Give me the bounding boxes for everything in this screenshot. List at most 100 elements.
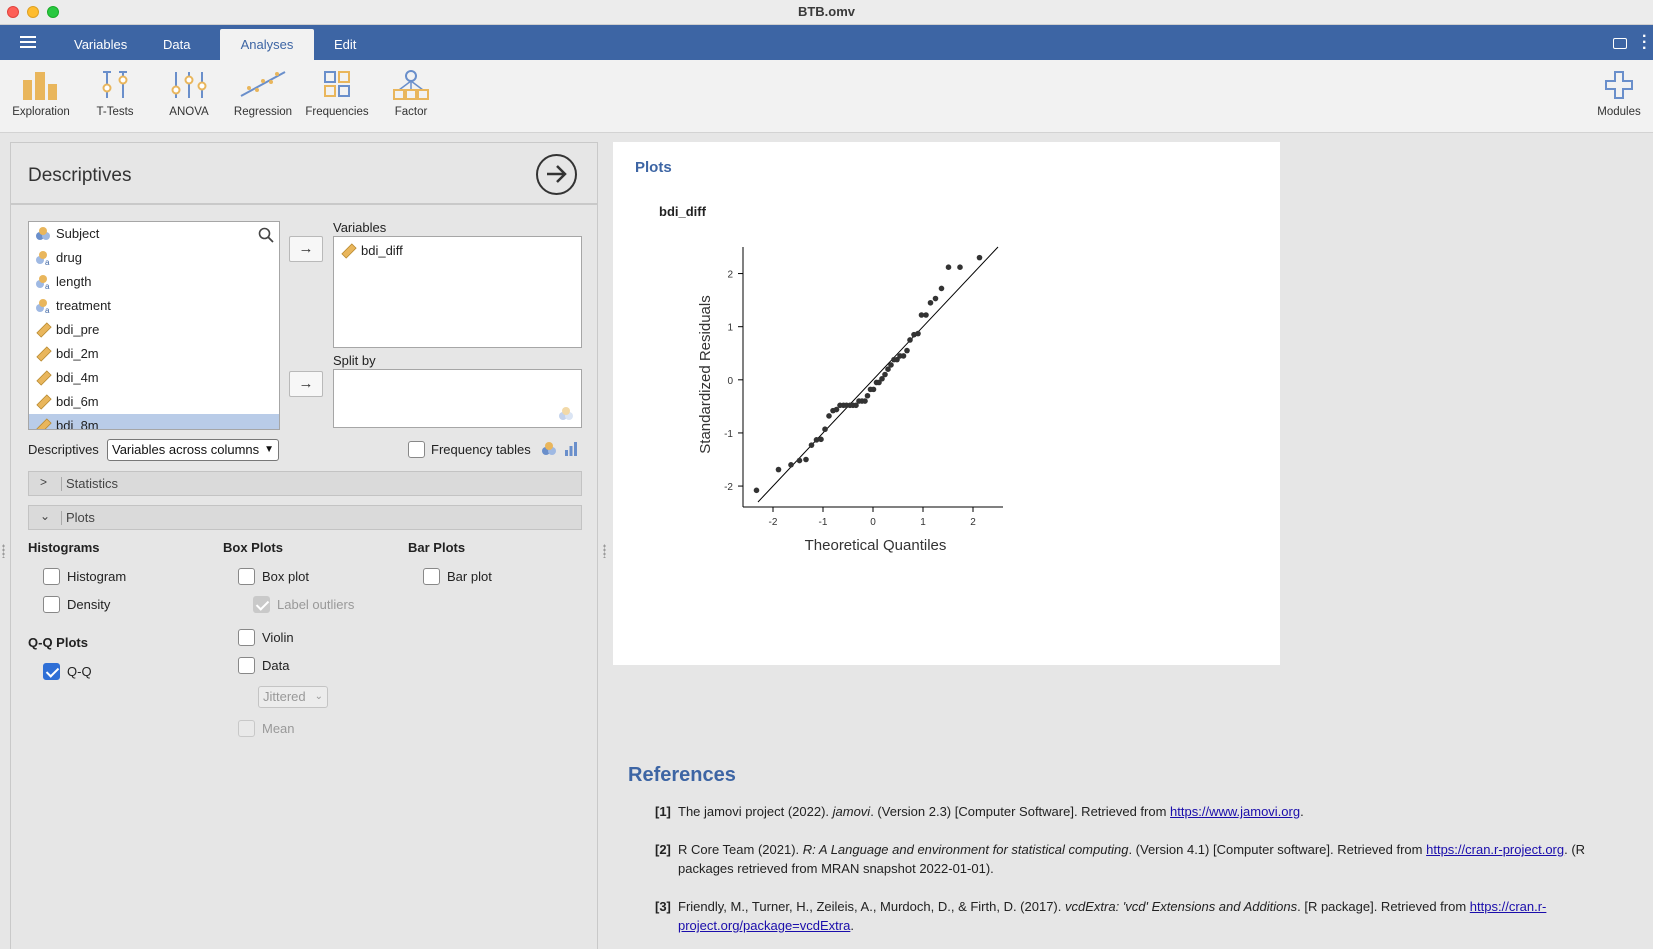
data-point [918, 312, 925, 318]
boxplots-group-title: Box Plots [223, 540, 283, 555]
splitby-target-label: Split by [333, 353, 376, 368]
tab-data[interactable]: Data [163, 37, 191, 52]
window-minimize-button[interactable] [27, 6, 39, 18]
variable-item-subject[interactable]: Subject [29, 222, 279, 246]
reference-tail: . [1300, 804, 1304, 819]
anova-button[interactable]: ANOVA [154, 68, 224, 118]
variable-item-length[interactable]: a length [29, 270, 279, 294]
data-point [882, 371, 888, 378]
bar-plot-checkbox[interactable] [423, 568, 440, 585]
nominal-variable-icon [559, 407, 573, 420]
reference-details: . (Version 2.3) [Computer Software]. Ret… [870, 804, 1171, 819]
center-splitter-handle[interactable] [603, 544, 606, 558]
ruler-icon [36, 346, 52, 362]
modules-button[interactable]: Modules [1584, 68, 1653, 118]
move-to-variables-button[interactable]: → [289, 236, 323, 262]
analysis-title: Descriptives [28, 165, 132, 186]
svg-text:a: a [45, 306, 50, 314]
data-point [803, 456, 809, 463]
reference-authors: Friendly, M., Turner, H., Zeileis, A., M… [678, 899, 1065, 914]
anova-label: ANOVA [169, 106, 209, 118]
plots-section-header[interactable]: ⌄ Plots [28, 505, 582, 530]
density-checkbox[interactable] [43, 596, 60, 613]
data-point [879, 375, 885, 382]
frequency-tables-checkbox[interactable] [408, 441, 425, 458]
exploration-label: Exploration [12, 106, 70, 118]
reference-tail: . (R packages retrieved from MRAN snapsh… [678, 842, 1586, 876]
exploration-button[interactable]: Exploration [6, 68, 76, 118]
box-plot-checkbox[interactable] [238, 568, 255, 585]
data-point [826, 413, 832, 419]
x-ticks: -2 -1 0 1 2 [769, 507, 976, 528]
mode-toggle-icon[interactable] [1613, 38, 1627, 49]
tab-variables[interactable]: Variables [74, 37, 128, 52]
y-tick-label: -1 [724, 429, 733, 440]
data-point [788, 462, 794, 468]
reference-text: The jamovi project (2022). jamovi. (Vers… [678, 802, 1598, 821]
variable-item-drug[interactable]: a drug [29, 246, 279, 270]
bar-plot-label: Bar plot [447, 569, 492, 584]
plots-heading: Plots [635, 159, 672, 176]
regression-label: Regression [233, 106, 293, 118]
source-variable-list[interactable]: Subject a drug a length a treatment bdi_… [28, 221, 280, 430]
data-point [923, 312, 929, 318]
reference-link[interactable]: https://cran.r-project.org/package=vcdEx… [678, 899, 1547, 933]
variables-target-list[interactable]: bdi_diff [333, 236, 582, 348]
variable-item-bdi-8m[interactable]: bdi_8m [29, 414, 279, 429]
qq-plot-chart: -2 -1 0 1 2 -2 -1 0 1 2 Theoretical Quantiles St… [697, 246, 1003, 554]
ttests-button[interactable]: T-Tests [80, 68, 150, 118]
variable-item-treatment[interactable]: a treatment [29, 294, 279, 318]
statistics-section-header[interactable]: > Statistics [28, 471, 582, 496]
variable-name: treatment [56, 298, 111, 313]
qq-group-title: Q-Q Plots [28, 635, 88, 650]
splitby-target-list[interactable] [333, 369, 582, 428]
regression-button[interactable]: Regression [228, 68, 298, 118]
mean-checkbox[interactable] [238, 720, 255, 737]
move-to-splitby-button[interactable]: → [289, 371, 323, 397]
tab-edit[interactable]: Edit [334, 37, 357, 52]
data-point [900, 353, 907, 359]
y-tick-label: 0 [727, 376, 733, 387]
data-checkbox[interactable] [238, 657, 255, 674]
violin-checkbox[interactable] [238, 629, 255, 646]
frequencies-button[interactable]: Frequencies [302, 68, 372, 118]
variable-item-bdi-6m[interactable]: bdi_6m [29, 390, 279, 414]
menu-icon[interactable] [20, 36, 36, 48]
data-point [885, 366, 891, 372]
qq-checkbox[interactable] [43, 663, 60, 680]
data-point [876, 379, 882, 386]
data-point [927, 299, 934, 306]
descriptives-layout-select[interactable]: Variables across columns ▼ [107, 439, 279, 461]
data-point [945, 264, 952, 270]
more-options-icon[interactable]: · · · [1642, 28, 1648, 57]
data-point [907, 337, 913, 343]
label-outliers-checkbox[interactable] [253, 596, 270, 613]
target-variable-item[interactable]: bdi_diff [340, 241, 403, 261]
jitter-select[interactable]: Jittered ⌄ [258, 686, 328, 708]
qq-label: Q-Q [67, 664, 92, 679]
tab-analyses[interactable]: Analyses [220, 29, 314, 60]
reference-text: Friendly, M., Turner, H., Zeileis, A., M… [678, 897, 1598, 935]
nominal-text-variable-icon: a [36, 299, 50, 314]
reference-tail: . [850, 918, 854, 933]
variable-item-bdi-2m[interactable]: bdi_2m [29, 342, 279, 366]
nominal-text-variable-icon: a [36, 275, 50, 290]
factor-button[interactable]: Factor [376, 68, 446, 118]
histogram-checkbox[interactable] [43, 568, 60, 585]
data-point [853, 402, 859, 409]
reference-title: R: A Language and environment for statis… [802, 842, 1129, 857]
window-close-button[interactable] [7, 6, 19, 18]
search-icon[interactable] [258, 227, 274, 243]
left-splitter-handle[interactable] [2, 544, 5, 558]
reference-link[interactable]: https://cran.r-project.org [1426, 842, 1565, 857]
nominal-text-variable-icon: a [36, 251, 50, 266]
window-maximize-button[interactable] [47, 6, 59, 18]
frequency-tables-label: Frequency tables [431, 442, 531, 457]
run-analysis-button[interactable] [536, 154, 577, 195]
frequencies-label: Frequencies [305, 106, 369, 118]
variable-name: length [56, 274, 92, 289]
data-point [813, 437, 820, 443]
variable-item-bdi-4m[interactable]: bdi_4m [29, 366, 279, 390]
variable-item-bdi-pre[interactable]: bdi_pre [29, 318, 279, 342]
reference-link[interactable]: https://www.jamovi.org [1170, 804, 1301, 819]
